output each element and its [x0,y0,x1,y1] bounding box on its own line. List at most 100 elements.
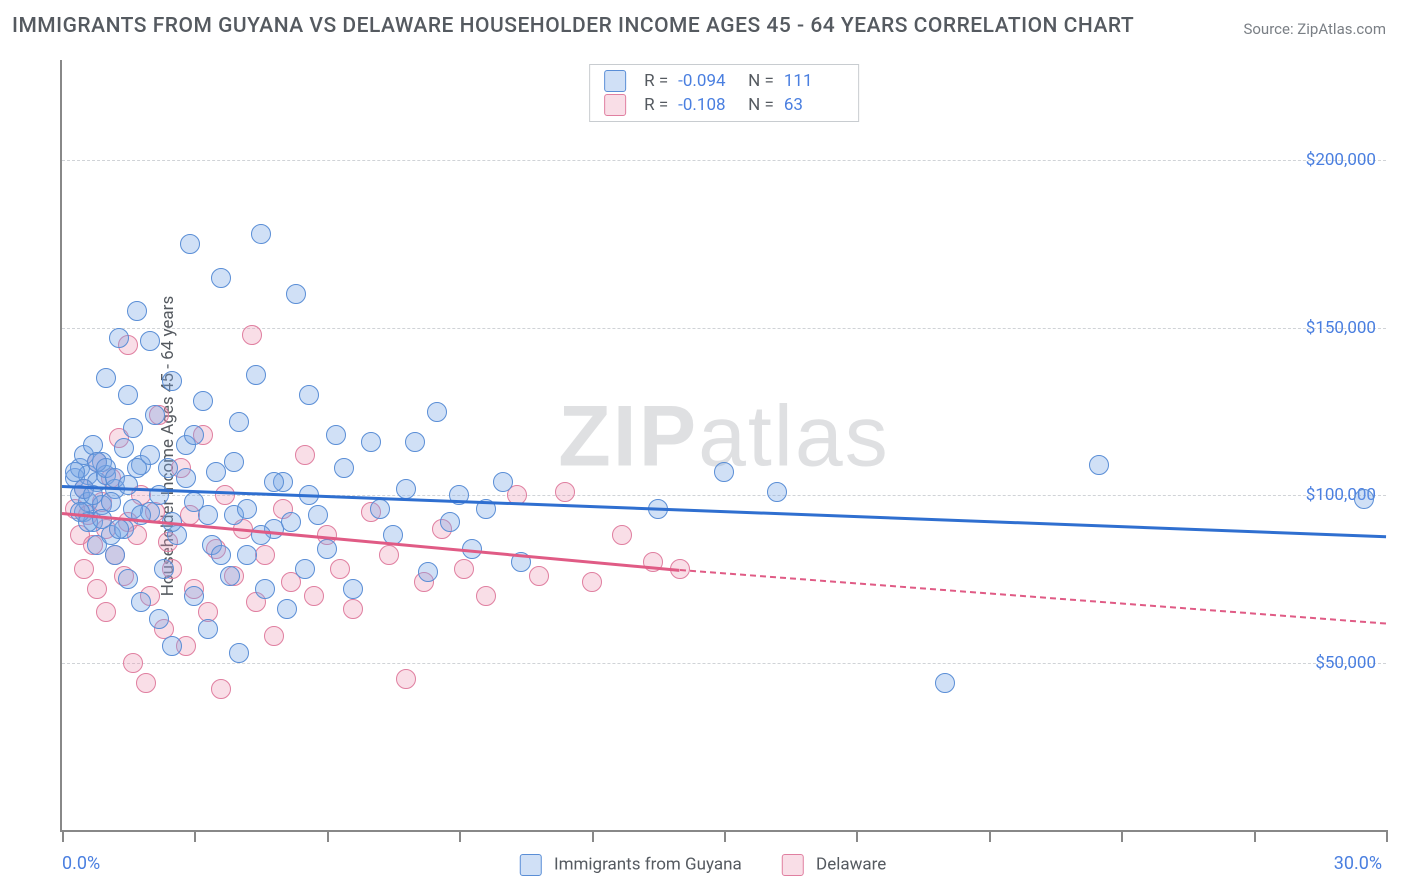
data-point [145,405,165,425]
series-legend: Immigrants from Guyana Delaware [520,854,886,876]
data-point [1354,489,1374,509]
data-point [206,462,226,482]
gridline-h [62,663,1386,664]
data-point [162,371,182,391]
x-tick [459,830,461,842]
x-tick [989,830,991,842]
data-point [211,679,231,699]
gridline-h [62,160,1386,161]
data-point [427,402,447,422]
data-point [529,566,549,586]
data-point [184,586,204,606]
legend-row-2: R = -0.108 N = 63 [604,93,844,117]
data-point [396,479,416,499]
data-point [370,499,390,519]
data-point [184,425,204,445]
data-point [264,472,284,492]
legend-r-value-1: -0.094 [678,71,738,91]
watermark-bold: ZIP [558,389,698,485]
data-point [109,519,129,539]
data-point [176,468,196,488]
data-point [105,545,125,565]
data-point [198,619,218,639]
data-point [555,482,575,502]
data-point [87,579,107,599]
data-point [277,599,297,619]
x-tick [592,830,594,842]
series-legend-item-1: Immigrants from Guyana [520,854,742,876]
data-point [454,559,474,579]
data-point [476,586,496,606]
data-point [361,432,381,452]
data-point [127,301,147,321]
data-point [714,462,734,482]
data-point [193,391,213,411]
chart-source: Source: ZipAtlas.com [1243,20,1386,38]
data-point [343,599,363,619]
data-point [198,505,218,525]
data-point [114,438,134,458]
data-point [295,559,315,579]
data-point [299,385,319,405]
legend-r-value-2: -0.108 [678,95,738,115]
data-point [767,482,787,502]
x-axis-max-label: 30.0% [1334,853,1382,874]
data-point [74,559,94,579]
data-point [304,586,324,606]
series-swatch-1 [520,854,542,876]
data-point [264,626,284,646]
data-point [246,365,266,385]
gridline-h [62,328,1386,329]
y-tick-label: $150,000 [1306,318,1376,338]
legend-row-1: R = -0.094 N = 111 [604,69,844,93]
data-point [295,445,315,465]
data-point [612,525,632,545]
x-tick [856,830,858,842]
data-point [123,653,143,673]
x-tick [327,830,329,842]
data-point [418,562,438,582]
data-point [131,592,151,612]
data-point [140,331,160,351]
trend-line [680,569,1386,625]
x-tick [1121,830,1123,842]
data-point [1089,455,1109,475]
data-point [330,559,350,579]
data-point [229,643,249,663]
x-tick [1386,830,1388,842]
data-point [935,673,955,693]
data-point [149,609,169,629]
chart-title: IMMIGRANTS FROM GUYANA VS DELAWARE HOUSE… [12,14,1134,38]
data-point [211,268,231,288]
data-point [440,512,460,532]
data-point [215,485,235,505]
data-point [317,539,337,559]
y-tick-label: $200,000 [1306,150,1376,170]
x-tick [194,830,196,842]
data-point [224,452,244,472]
data-point [140,445,160,465]
data-point [343,579,363,599]
x-tick [1254,830,1256,842]
legend-swatch-2 [604,94,626,116]
data-point [379,545,399,565]
series-label-1: Immigrants from Guyana [554,854,742,874]
legend-r-label-2: R = [644,95,668,115]
data-point [220,566,240,586]
x-axis-min-label: 0.0% [62,853,100,874]
data-point [255,579,275,599]
plot-area: ZIPatlas R = -0.094 N = 111 R = -0.108 N… [60,60,1386,832]
data-point [242,325,262,345]
legend-swatch-1 [604,70,626,92]
data-point [493,472,513,492]
y-tick-label: $50,000 [1315,653,1376,673]
data-point [96,602,116,622]
data-point [237,499,257,519]
data-point [308,505,328,525]
data-point [237,545,257,565]
data-point [123,418,143,438]
legend-n-value-2: 63 [784,95,844,115]
data-point [251,525,271,545]
data-point [180,234,200,254]
data-point [255,545,275,565]
